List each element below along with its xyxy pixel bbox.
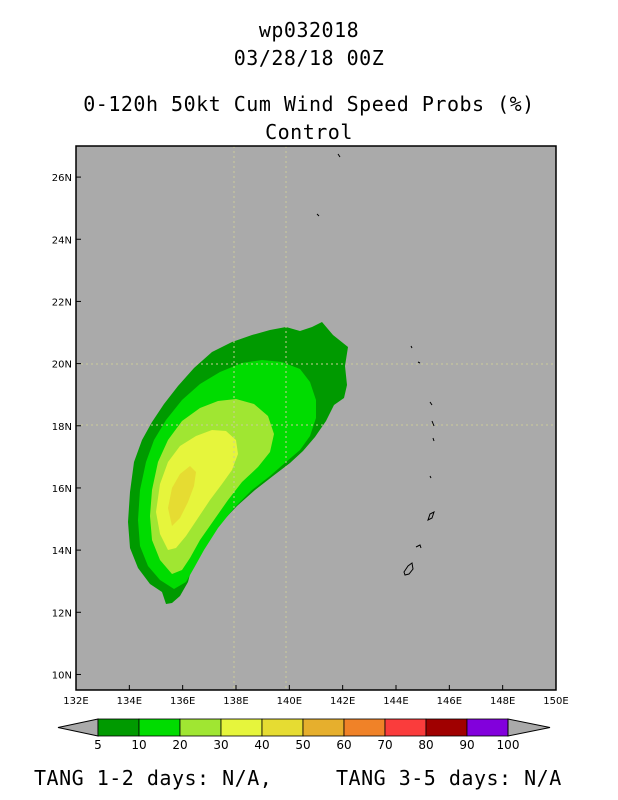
lat-tick-label: 26N — [52, 173, 72, 184]
lon-tick-label: 140E — [277, 696, 302, 707]
lon-tick-label: 150E — [543, 696, 568, 707]
tang-1-2-days-text: TANG 1-2 days: N/A, — [34, 766, 273, 790]
product-title: 0-120h 50kt Cum Wind Speed Probs (%) — [83, 92, 535, 116]
colorbar-swatch — [220, 718, 263, 737]
colorbar-label: 20 — [172, 738, 187, 752]
run-title: Control — [265, 120, 353, 144]
lon-tick-label: 136E — [170, 696, 195, 707]
lat-tick-label: 18N — [52, 422, 72, 433]
probability-contours — [128, 322, 348, 604]
lon-tick-label: 142E — [330, 696, 355, 707]
colorbar-label: 10 — [131, 738, 146, 752]
colorbar-low-arrow — [57, 718, 99, 737]
colorbar-high-arrow — [507, 718, 551, 737]
colorbar-label: 50 — [295, 738, 310, 752]
colorbar-label: 100 — [497, 738, 520, 752]
lon-tick-label: 132E — [63, 696, 88, 707]
colorbar-swatch — [179, 718, 222, 737]
colorbar-swatch — [343, 718, 386, 737]
lon-tick-label: 134E — [117, 696, 142, 707]
lat-tick-label: 22N — [52, 297, 72, 308]
map-frame — [75, 145, 557, 691]
map-gridlines — [76, 146, 556, 690]
lat-tick-label: 14N — [52, 546, 72, 557]
lon-tick-label: 138E — [223, 696, 248, 707]
colorbar-swatch — [138, 718, 181, 737]
colorbar-swatch — [97, 718, 140, 737]
colorbar-label: 60 — [336, 738, 351, 752]
lat-tick-label: 12N — [52, 608, 72, 619]
probability-colorbar: 5 10 20 30 40 50 60 70 80 90 100 — [57, 718, 551, 752]
lat-tick-label: 24N — [52, 235, 72, 246]
colorbar-swatch — [302, 718, 345, 737]
colorbar-swatch — [425, 718, 468, 737]
colorbar-label: 40 — [254, 738, 269, 752]
colorbar-label: 90 — [459, 738, 474, 752]
colorbar-label: 30 — [213, 738, 228, 752]
tang-3-5-days-text: TANG 3-5 days: N/A — [336, 766, 562, 790]
datetime-title: 03/28/18 00Z — [233, 46, 385, 70]
lon-tick-label: 144E — [383, 696, 408, 707]
longitude-ticks: 132E 134E 136E 138E 140E 142E 144E 146E 148E 150E — [63, 685, 569, 707]
colorbar-label: 80 — [418, 738, 433, 752]
latitude-ticks: 10N 12N 14N 16N 18N 20N 22N 24N 26N — [52, 173, 81, 681]
contour-40 — [168, 466, 196, 526]
colorbar-label: 70 — [377, 738, 392, 752]
colorbar-label: 5 — [94, 738, 102, 752]
lon-tick-label: 148E — [490, 696, 515, 707]
colorbar-swatch — [466, 718, 509, 737]
island-outlines — [316, 153, 435, 576]
lon-tick-label: 146E — [437, 696, 462, 707]
lat-tick-label: 16N — [52, 484, 72, 495]
lat-tick-label: 10N — [52, 670, 72, 681]
colorbar-swatch — [384, 718, 427, 737]
lat-tick-label: 20N — [52, 360, 72, 371]
colorbar-swatch — [261, 718, 304, 737]
storm-id-title: wp032018 — [258, 18, 360, 42]
